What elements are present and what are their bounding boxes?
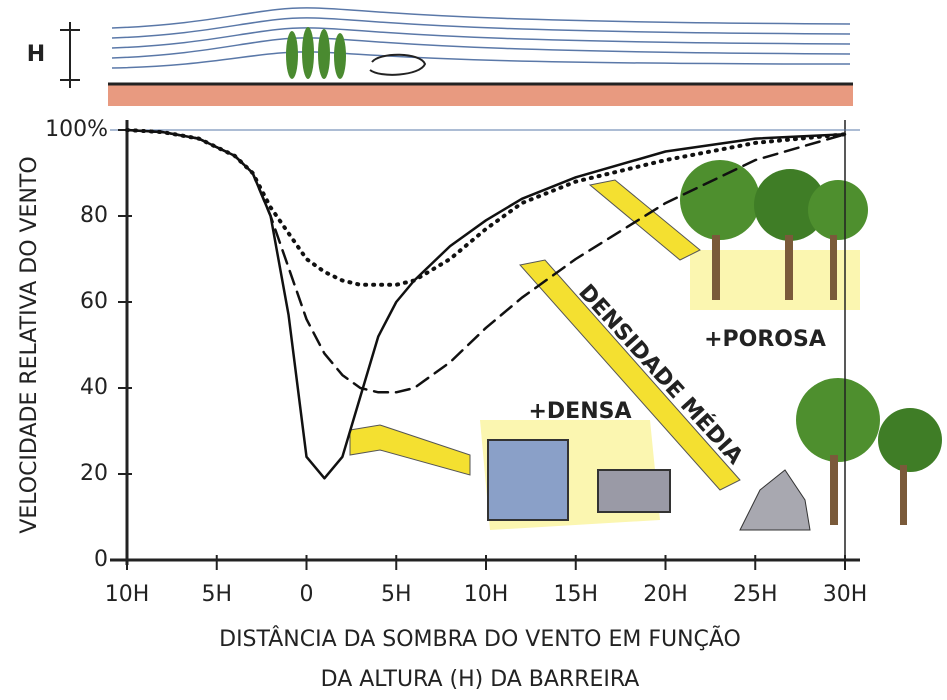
x-tick-label: 10H — [105, 582, 150, 607]
y-tick-label: 60 — [80, 289, 108, 314]
annotation: +DENSA — [528, 399, 631, 424]
x-axis-label: DISTÂNCIA DA SOMBRA DO VENTO EM FUNÇÃO — [219, 625, 741, 652]
x-tick-label: 5H — [381, 582, 412, 607]
x-tick-label: 30H — [823, 582, 868, 607]
y-tick-label: 100% — [45, 117, 108, 142]
y-tick-label: 40 — [80, 375, 108, 400]
x-tick-label: 20H — [643, 582, 688, 607]
y-tick-label: 0 — [94, 547, 108, 572]
illustrations — [349, 160, 942, 531]
x-tick-label: 15H — [553, 582, 598, 607]
height-label: H — [27, 42, 45, 67]
x-tick-label: 10H — [464, 582, 509, 607]
x-tick-label: 25H — [733, 582, 778, 607]
annotation: +POROSA — [704, 327, 826, 352]
x-axis-label: DA ALTURA (H) DA BARREIRA — [321, 667, 640, 692]
y-tick-label: 20 — [80, 461, 108, 486]
wind-diagram: H — [27, 7, 853, 106]
y-tick-label: 80 — [80, 203, 108, 228]
ground — [108, 84, 853, 106]
series-line — [125, 128, 847, 287]
x-tick-label: 0 — [300, 582, 314, 607]
x-tick-label: 5H — [201, 582, 232, 607]
y-axis-label: VELOCIDADE RELATIVA DO VENTO — [17, 156, 42, 533]
